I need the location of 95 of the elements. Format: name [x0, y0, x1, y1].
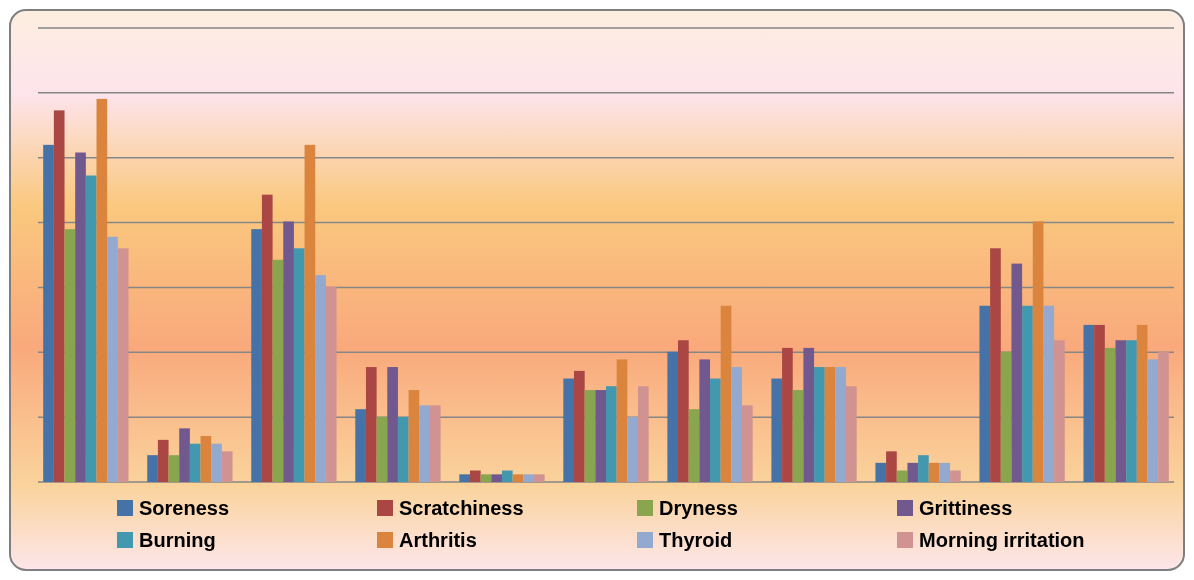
bar: [397, 416, 409, 482]
bar: [667, 351, 679, 482]
bar: [315, 275, 326, 482]
bar: [283, 221, 294, 482]
legend-label: Morning irritation: [919, 529, 1085, 551]
legend-label: Soreness: [139, 497, 230, 519]
bar: [168, 455, 180, 482]
bar: [637, 386, 649, 482]
bar: [117, 248, 129, 482]
bar: [584, 390, 596, 482]
bar: [221, 451, 233, 482]
bar: [1115, 340, 1127, 482]
legend-label: Arthritis: [399, 529, 477, 551]
legend-label: Scratchiness: [399, 497, 524, 519]
bar: [325, 286, 337, 482]
bar: [771, 378, 783, 482]
bar: [304, 144, 316, 482]
bar: [1043, 305, 1055, 482]
bar: [928, 462, 940, 482]
bar: [1126, 340, 1137, 482]
bar: [824, 367, 836, 482]
bar: [200, 436, 212, 482]
bar: [376, 416, 388, 482]
bar: [814, 367, 825, 482]
bar: [1104, 347, 1116, 482]
bar: [1136, 324, 1148, 482]
bar: [53, 110, 65, 482]
legend-label: Grittiness: [919, 497, 1013, 519]
bar: [64, 229, 76, 482]
bar: [107, 236, 118, 482]
bar: [742, 405, 753, 482]
bar: [606, 386, 617, 482]
bar: [907, 462, 919, 482]
bar: [179, 428, 190, 482]
bar: [720, 305, 732, 482]
bar: [501, 470, 513, 482]
bar: [1000, 351, 1012, 482]
bar: [1147, 359, 1159, 482]
bar: [563, 378, 575, 482]
legend-label: Thyroid: [659, 529, 733, 551]
bar: [211, 443, 222, 482]
bar: [96, 98, 108, 482]
bar: [731, 367, 743, 482]
legend-label: Dryness: [659, 497, 738, 519]
bar: [459, 474, 470, 482]
bar: [835, 367, 847, 482]
bar: [1011, 263, 1023, 482]
bar: [261, 194, 273, 482]
bar: [469, 470, 481, 482]
bar: [251, 229, 262, 482]
bar: [43, 144, 54, 482]
bar: [365, 367, 377, 482]
bar: [574, 370, 585, 482]
bar: [491, 474, 502, 482]
bar: [419, 405, 430, 482]
bar: [480, 474, 492, 482]
bar: [408, 390, 420, 482]
bar: [355, 409, 366, 482]
bar: [782, 347, 793, 482]
bar: [939, 462, 951, 482]
bar: [147, 455, 158, 482]
legend-label: Burning: [139, 529, 216, 551]
bar: [1022, 305, 1033, 482]
bar: [293, 248, 305, 482]
bar: [846, 386, 857, 482]
bar: [272, 259, 284, 482]
bar: [75, 152, 86, 482]
bar: [979, 305, 991, 482]
bar: [157, 439, 169, 482]
bar: [792, 390, 804, 482]
bar: [1083, 324, 1095, 482]
bar: [1054, 340, 1065, 482]
bar: [803, 347, 815, 482]
bar: [688, 409, 700, 482]
bar: [189, 443, 201, 482]
bar: [710, 378, 721, 482]
bar: [512, 474, 524, 482]
bar: [595, 390, 606, 482]
bar: [1032, 221, 1044, 482]
bar: [699, 359, 711, 482]
bar: [1158, 351, 1169, 482]
bar: [533, 474, 545, 482]
bar: [678, 340, 689, 482]
bar: [627, 416, 638, 482]
bar: [950, 470, 961, 482]
bar: [1094, 324, 1105, 482]
bar: [990, 248, 1001, 482]
bar: [875, 462, 887, 482]
bar: [387, 367, 398, 482]
bar: [85, 175, 97, 482]
bar: [523, 474, 534, 482]
bar: [918, 455, 929, 482]
bar: [429, 405, 441, 482]
bar: [616, 359, 628, 482]
bar: [886, 451, 897, 482]
